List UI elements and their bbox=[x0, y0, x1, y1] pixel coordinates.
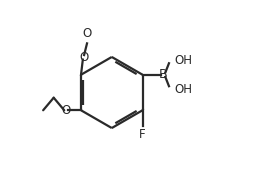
Text: O: O bbox=[61, 104, 71, 117]
Text: OH: OH bbox=[174, 83, 192, 96]
Text: F: F bbox=[139, 129, 146, 142]
Text: OH: OH bbox=[174, 54, 192, 67]
Text: B: B bbox=[159, 68, 168, 81]
Text: O: O bbox=[83, 27, 92, 40]
Text: O: O bbox=[79, 51, 88, 64]
